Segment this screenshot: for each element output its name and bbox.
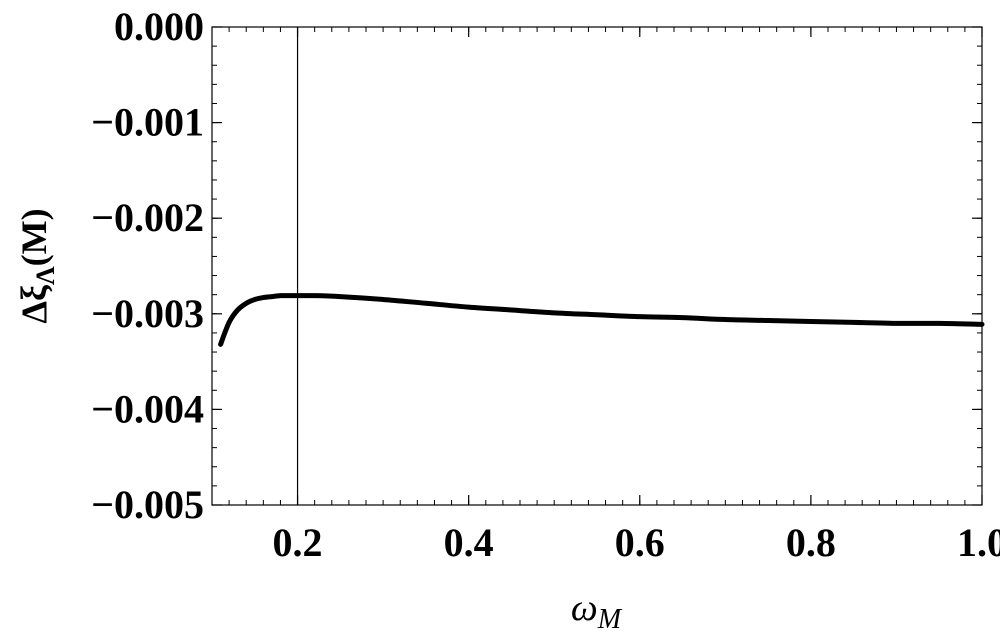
x-tick-label: 0.6 [615, 520, 665, 565]
y-tick-label: −0.005 [91, 482, 204, 527]
x-tick-label: 1.0 [957, 520, 1000, 565]
y-tick-label: 0.000 [114, 4, 204, 49]
x-axis-label: ωM [571, 587, 623, 635]
y-tick-label: −0.001 [91, 100, 204, 145]
y-axis-label: ΔξΛ(M) [14, 208, 60, 323]
x-tick-label: 0.2 [273, 520, 323, 565]
x-tick-label: 0.8 [786, 520, 836, 565]
plot-frame [211, 26, 983, 506]
y-tick-label: −0.003 [91, 291, 204, 336]
series-line [218, 293, 985, 347]
y-tick-label: −0.004 [91, 386, 204, 431]
x-tick-label: 0.4 [444, 520, 494, 565]
y-tick-label: −0.002 [91, 195, 204, 240]
